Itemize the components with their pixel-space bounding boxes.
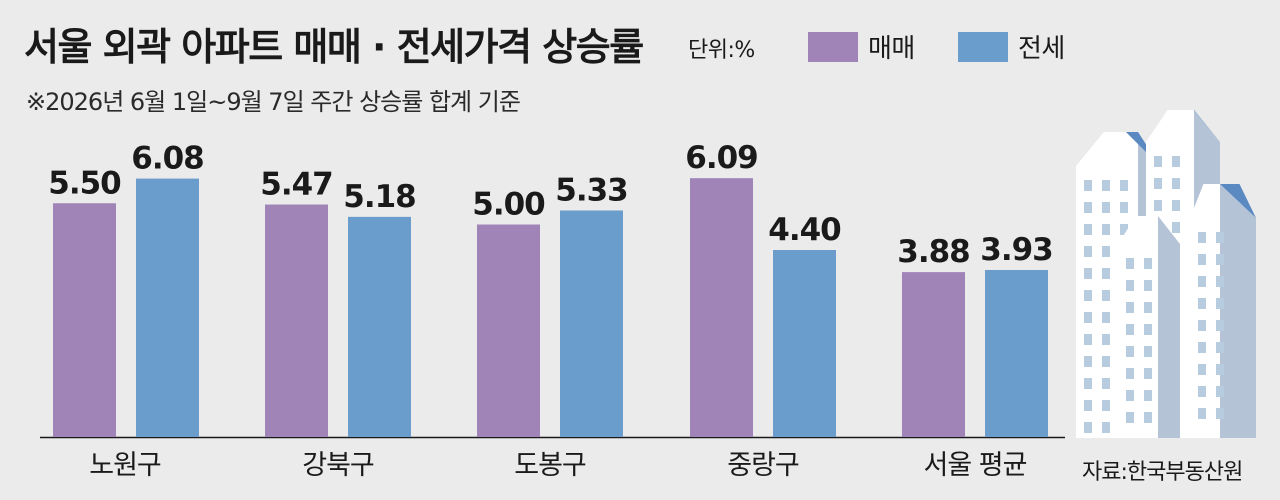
- bar-jeonse-2: [560, 210, 623, 437]
- legend-item-sale: 매매: [808, 28, 915, 65]
- bar-sale-3: [690, 178, 753, 438]
- legend-label-jeonse: 전세: [1018, 34, 1065, 64]
- building-back-right: [1190, 184, 1256, 438]
- building-front: [1118, 216, 1180, 438]
- category-label-2: 도봉구: [514, 450, 586, 481]
- bar-sale-2: [477, 224, 540, 437]
- legend-swatch-sale: [808, 31, 858, 62]
- data-label-jeonse-0: 6.08: [131, 141, 204, 177]
- data-label-sale-0: 5.50: [48, 165, 121, 201]
- unit-label: 단위:%: [688, 38, 755, 63]
- data-label-jeonse-3: 4.40: [768, 212, 841, 248]
- category-label-0: 노원구: [89, 450, 161, 481]
- source-note: 자료:한국부동산원: [1082, 460, 1243, 485]
- legend-swatch-jeonse: [958, 31, 1008, 62]
- data-label-sale-4: 3.88: [897, 234, 970, 270]
- legend-label-sale: 매매: [868, 34, 915, 64]
- bar-jeonse-0: [136, 178, 199, 437]
- data-label-jeonse-2: 5.33: [555, 172, 628, 208]
- data-label-sale-2: 5.00: [472, 187, 545, 223]
- bar-sale-1: [265, 204, 328, 437]
- bar-sale-0: [53, 203, 116, 437]
- bar-jeonse-3: [773, 250, 836, 437]
- bar-jeonse-1: [348, 216, 411, 437]
- data-label-jeonse-4: 3.93: [980, 232, 1053, 268]
- chart-title: 서울 외곽 아파트 매매 · 전세가격 상승률: [24, 25, 644, 69]
- category-label-4: 서울 평균: [924, 450, 1027, 481]
- data-label-jeonse-1: 5.18: [343, 179, 416, 215]
- bar-sale-4: [902, 272, 965, 437]
- data-label-sale-1: 5.47: [260, 167, 333, 203]
- legend-item-jeonse: 전세: [958, 28, 1065, 65]
- category-label-3: 중랑구: [727, 450, 799, 481]
- data-label-sale-3: 6.09: [685, 140, 758, 176]
- category-label-1: 강북구: [302, 450, 374, 481]
- bar-jeonse-4: [985, 269, 1048, 437]
- chart-subtitle: ※2026년 6월 1일~9월 7일 주간 상승률 합계 기준: [26, 88, 521, 116]
